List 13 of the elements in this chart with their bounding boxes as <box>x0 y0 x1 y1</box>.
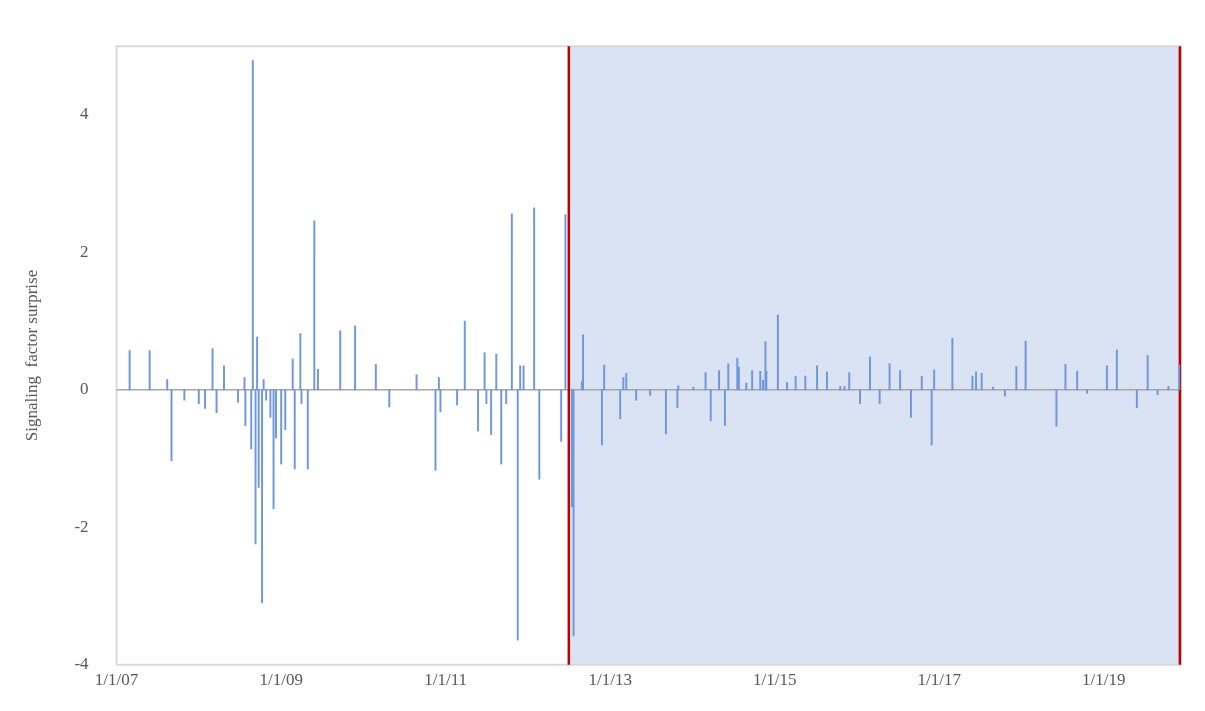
x-tick-label: 1/1/11 <box>424 670 468 690</box>
x-tick-label: 1/1/13 <box>588 670 632 690</box>
x-tick-label: 1/1/17 <box>917 670 962 690</box>
y-tick-label: 0 <box>80 379 89 399</box>
y-axis-title: Signaling factor surprise <box>21 269 41 442</box>
x-tick-label: 1/1/07 <box>94 670 139 690</box>
x-tick-label: 1/1/09 <box>259 670 303 690</box>
x-tick-label: 1/1/19 <box>1082 670 1126 690</box>
y-tick-label: 2 <box>80 241 89 261</box>
y-tick-label: 4 <box>80 104 90 124</box>
y-tick-label: -4 <box>74 654 90 674</box>
y-tick-label: -2 <box>74 516 89 536</box>
x-tick-label: 1/1/15 <box>752 670 797 690</box>
